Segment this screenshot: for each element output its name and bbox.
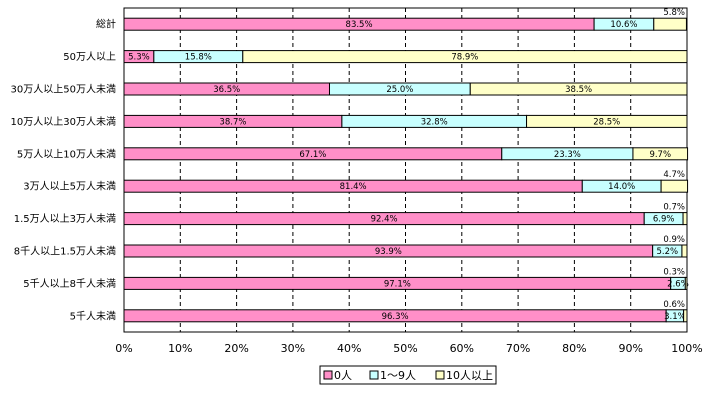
data-label: 25.0%	[386, 85, 413, 95]
x-tick-label: 60%	[450, 342, 474, 355]
data-label: 4.7%	[663, 170, 685, 180]
x-tick-label: 10%	[168, 342, 192, 355]
data-label: 3.1%	[664, 312, 686, 322]
category-label: 10万人以上30万人未満	[11, 116, 116, 128]
data-label: 5.2%	[656, 247, 678, 257]
bar-segment	[660, 179, 689, 193]
plot-frame	[123, 7, 688, 333]
category-label: 総計	[96, 18, 116, 31]
data-label: 5.3%	[128, 53, 150, 63]
x-tick-label: 100%	[671, 342, 702, 355]
data-label: 10.6%	[610, 20, 637, 30]
data-label: 5.8%	[663, 8, 685, 18]
bar-segment	[632, 147, 689, 161]
bar-segment	[684, 276, 688, 290]
data-label: 9.7%	[649, 150, 671, 160]
bar-segment	[242, 50, 688, 64]
data-label: 32.8%	[421, 117, 448, 127]
legend-swatch	[323, 370, 333, 380]
x-tick-label: 90%	[618, 342, 642, 355]
data-label: 38.5%	[565, 85, 592, 95]
bar-segment	[469, 82, 688, 96]
category-label: 5万人以上10万人未満	[17, 148, 116, 160]
x-tick-label: 20%	[224, 342, 248, 355]
legend-box	[319, 365, 497, 385]
data-label: 83.5%	[346, 20, 373, 30]
category-label: 3万人以上5万人未満	[23, 181, 116, 193]
category-label: 50万人以上	[63, 51, 116, 63]
data-label: 0.9%	[663, 235, 685, 245]
data-label: 67.1%	[299, 150, 326, 160]
category-label: 1.5万人以上3万人未満	[14, 213, 116, 225]
x-tick-label: 70%	[506, 342, 530, 355]
legend: 0人 1～9人 10人以上	[319, 365, 497, 385]
legend-swatch	[369, 370, 379, 380]
data-label: 28.5%	[593, 117, 620, 127]
x-tick-label: 50%	[393, 342, 417, 355]
data-label: 2.6%	[667, 279, 689, 289]
data-label: 38.7%	[219, 117, 246, 127]
x-tick-label: 0%	[115, 342, 132, 355]
x-tick-label: 30%	[281, 342, 305, 355]
bars-group: 83.5% 10.6% 5.8% 5.3% 15.8% 78.9% 36.5% 25.0% 38…	[123, 8, 689, 323]
data-label: 0.3%	[663, 267, 685, 277]
data-label: 81.4%	[340, 182, 367, 192]
data-label: 36.5%	[213, 85, 240, 95]
data-label: 0.7%	[663, 203, 685, 213]
data-label: 6.9%	[653, 215, 675, 225]
data-label: 97.1%	[384, 279, 411, 289]
data-label: 96.3%	[382, 312, 409, 322]
bar-segment	[681, 244, 688, 258]
category-label: 30万人以上50万人未満	[11, 84, 116, 96]
legend-label: 10人以上	[446, 369, 493, 382]
data-label: 92.4%	[371, 215, 398, 225]
data-label: 23.3%	[554, 150, 581, 160]
x-tick-label: 80%	[562, 342, 586, 355]
bar-segment	[682, 212, 688, 226]
legend-label: 0人	[334, 369, 352, 382]
x-tick-labels: 0% 10% 20% 30% 40% 50% 60% 70% 80% 90% 100%	[115, 342, 702, 355]
data-label: 0.6%	[663, 300, 685, 310]
legend-label: 1～9人	[380, 369, 416, 382]
data-label: 93.9%	[375, 247, 402, 257]
category-label: 8千人以上1.5万人未満	[14, 246, 116, 258]
bar-segment	[653, 17, 687, 31]
category-labels: 総計 50万人以上 30万人以上50万人未満 10万人以上30万人未満 5万人以上10万…	[11, 18, 116, 323]
data-label: 78.9%	[451, 53, 478, 63]
data-label: 14.0%	[608, 182, 635, 192]
category-label: 5千人未満	[70, 310, 116, 322]
category-label: 5千人以上8千人未満	[23, 278, 116, 290]
data-label: 15.8%	[185, 53, 212, 63]
legend-swatch	[435, 370, 445, 380]
bar-segment	[526, 114, 688, 128]
x-tick-label: 40%	[337, 342, 361, 355]
bar-segment	[683, 309, 688, 323]
